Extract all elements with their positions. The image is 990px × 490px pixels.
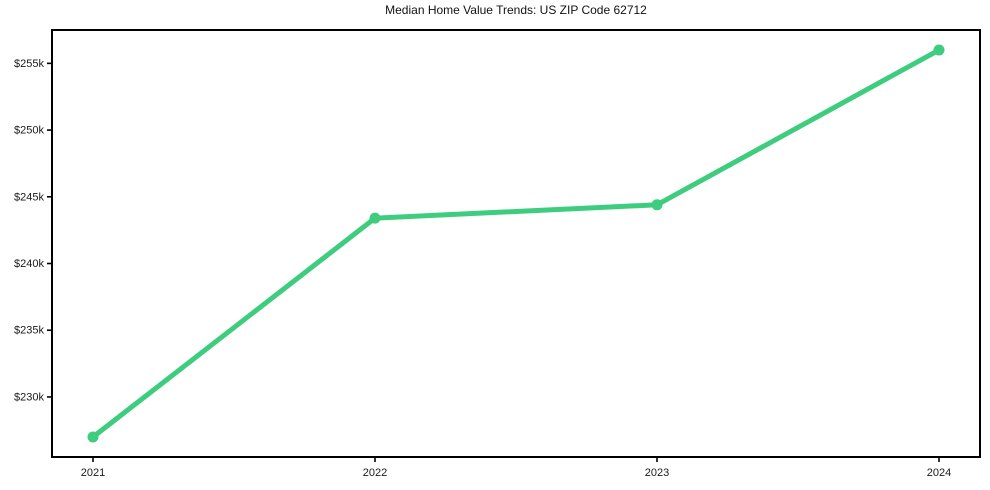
data-point-2024 — [933, 44, 945, 56]
x-tick-label: 2024 — [927, 467, 951, 479]
x-tick-label: 2021 — [81, 467, 105, 479]
plot-border — [51, 29, 981, 458]
x-tick-label: 2022 — [363, 467, 387, 479]
y-tick-label: $230k — [14, 391, 44, 403]
data-point-2023 — [651, 199, 663, 211]
x-tick-label: 2023 — [645, 467, 669, 479]
y-tick-label: $240k — [14, 258, 44, 270]
y-tick-label: $235k — [14, 325, 44, 337]
data-point-2021 — [87, 431, 99, 443]
chart-title: Median Home Value Trends: US ZIP Code 62… — [385, 3, 647, 17]
y-tick-label: $245k — [14, 191, 44, 203]
y-tick-label: $250k — [14, 125, 44, 137]
y-tick-label: $255k — [14, 58, 44, 70]
line-series — [90, 47, 942, 440]
data-point-2022 — [369, 212, 381, 224]
